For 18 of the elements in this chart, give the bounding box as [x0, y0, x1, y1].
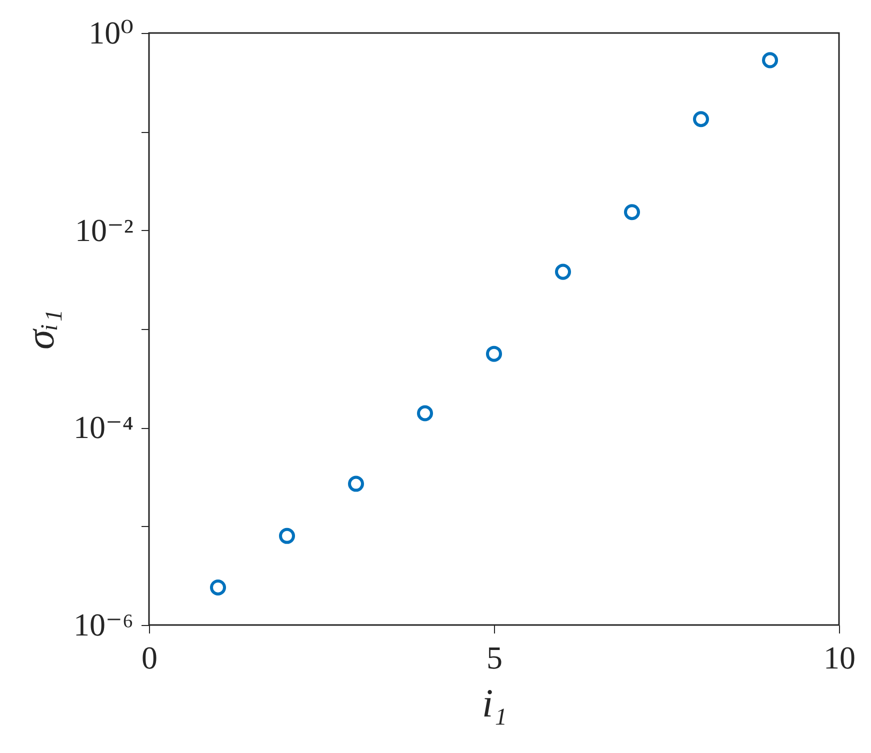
point	[416, 405, 434, 422]
y-tick-label: 10⁻⁴	[73, 409, 134, 446]
y-axis-title: σᵢ₁	[17, 310, 62, 350]
x-tick-label: 5	[486, 640, 502, 676]
point	[692, 111, 710, 128]
y-tick-label: 10⁻²	[75, 212, 134, 248]
point	[762, 52, 778, 68]
point	[554, 264, 572, 280]
point	[486, 346, 502, 362]
x-axis-title: i₁	[482, 680, 508, 726]
point	[278, 528, 296, 544]
x-tick-label: 0	[142, 640, 158, 676]
x-tick-label: 10	[824, 640, 856, 676]
point	[210, 579, 226, 596]
y-tick-label: 10⁰	[88, 14, 134, 50]
y-tick-label: 10⁻⁶	[73, 606, 134, 642]
point	[348, 476, 364, 492]
point	[624, 204, 640, 220]
